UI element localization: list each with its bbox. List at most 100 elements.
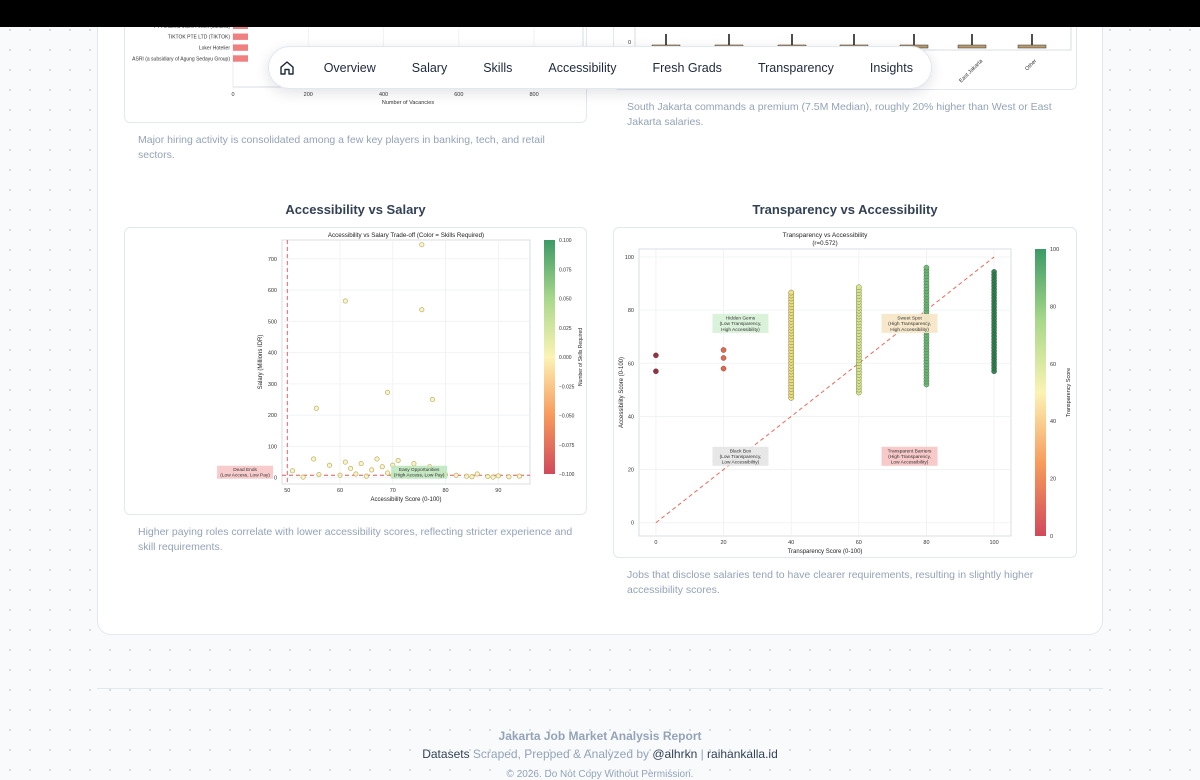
tl-x-tick-label: 400: [379, 92, 388, 98]
ta-y-tick-label: 20: [628, 468, 634, 474]
ta-x-tick-label: 100: [989, 540, 998, 546]
nav-overview[interactable]: Overview: [323, 60, 376, 75]
nav-transparency[interactable]: Transparency: [757, 60, 834, 75]
ta-x-tick-label: 0: [654, 540, 657, 546]
ta-y-tick-label: 40: [628, 414, 634, 420]
ta-annotation-text: (Low Transparency,: [720, 321, 762, 327]
ta-x-tick-label: 60: [856, 540, 862, 546]
as-data-point: [342, 459, 348, 465]
nav-insights[interactable]: Insights: [869, 60, 913, 75]
ta-colorbar-tick-label: 20: [1050, 477, 1056, 483]
tl-company-label: TIKTOK PTE LTD (TIKTOK): [168, 35, 231, 41]
as-data-point: [419, 307, 425, 313]
ta-annotation-box: [881, 446, 938, 466]
as-data-point: [506, 474, 512, 480]
footer-divider: [97, 688, 1103, 689]
tl-company-label: Loker Hotelier: [199, 46, 230, 52]
as-data-point: [379, 464, 385, 470]
floating-nav: Overview Salary Skills Accessibility Fre…: [268, 46, 932, 89]
tr-y-tick-label: 0: [628, 40, 631, 46]
as-data-point: [395, 458, 401, 464]
home-button[interactable]: [279, 56, 296, 80]
ta-diagonal-line: [655, 256, 995, 524]
as-data-point: [326, 462, 332, 468]
nav-skills[interactable]: Skills: [483, 60, 513, 75]
nav-salary[interactable]: Salary: [411, 60, 448, 75]
acc-salary-plot-box: Accessibility vs Salary Trade-off (Color…: [124, 227, 587, 515]
as-data-point: [348, 465, 354, 471]
tl-bar: [233, 55, 248, 62]
ta-x-tick-label: 40: [788, 540, 794, 546]
ta-y-axis-label: Accessibility Score (0-100): [619, 357, 625, 428]
as-data-point: [464, 473, 470, 479]
ta-y-tick-label: 100: [625, 255, 634, 261]
as-annotation-text: (Low Access, Low Pay): [220, 473, 270, 479]
as-annotation-box: [217, 465, 274, 479]
ta-y-tick-label: 0: [631, 521, 634, 527]
ta-annotation-text: Sweet Spot: [897, 315, 922, 321]
as-colorbar-tick-label: 0.075: [559, 267, 572, 273]
as-y-tick-label: 200: [268, 413, 277, 419]
as-x-tick-label: 80: [443, 488, 449, 494]
tl-company-label: ASRI (a subsidiary of Agung Sedayu Group…: [132, 57, 230, 63]
footer-author1-link[interactable]: @alhrkn: [652, 747, 698, 761]
as-colorbar-label: Number of Skills Required: [578, 328, 584, 386]
as-annotation-box: [391, 465, 448, 479]
as-axes-frame: [281, 239, 531, 485]
as-data-point: [474, 471, 480, 477]
nav-accessibility[interactable]: Accessibility: [548, 60, 617, 75]
tl-bar: [233, 44, 248, 51]
top-black-bar: [0, 0, 1200, 27]
as-colorbar-tick-label: 0.050: [559, 297, 572, 303]
as-data-point: [369, 467, 375, 473]
ta-annotation-box: [712, 446, 769, 466]
footer-author2-link[interactable]: raihankalla.id: [707, 747, 778, 761]
footer-datasets-link[interactable]: Datasets: [422, 747, 470, 761]
ta-data-point: [991, 269, 997, 275]
ta-annotation-text: High Accessibility): [721, 327, 760, 333]
trans-acc-section-title: Transparency vs Accessibility: [752, 202, 938, 217]
tl-x-tick-label: 0: [231, 92, 234, 98]
footer-credits: Datasets Scraped, Prepped & Analyzed by …: [0, 747, 1200, 761]
as-colorbar: [544, 240, 555, 474]
ta-x-tick-label: 80: [923, 540, 929, 546]
as-data-point: [313, 405, 319, 411]
as-x-tick-label: 90: [495, 488, 501, 494]
ta-data-point: [788, 289, 794, 296]
as-data-point: [495, 473, 501, 479]
ta-annotation-text: Hidden Gems: [726, 315, 756, 321]
as-colorbar-tick-label: 0.025: [559, 326, 572, 332]
as-data-point: [363, 473, 369, 479]
ta-annotation-text: (High Transparency,: [888, 321, 931, 327]
ta-colorbar-tick-label: 100: [1050, 247, 1059, 253]
ta-annotation-text: (Low Transparency,: [720, 454, 762, 460]
ta-chart-title: Transparency vs Accessibility: [783, 232, 868, 239]
ta-annotation-box: [881, 313, 938, 333]
ta-annotation-text: Low Accessibility): [722, 460, 760, 466]
as-chart-title: Accessibility vs Salary Trade-off (Color…: [328, 232, 484, 239]
ta-data-point: [720, 365, 727, 372]
as-y-axis-label: Salary (Millions IDR): [258, 335, 264, 390]
trans-acc-caption: Jobs that disclose salaries tend to have…: [627, 569, 1034, 596]
as-y-tick-label: 100: [268, 444, 277, 450]
nav-fresh-grads[interactable]: Fresh Grads: [652, 60, 722, 75]
ta-annotation-box: [712, 313, 769, 333]
ta-data-point: [923, 264, 930, 271]
footer-copyright: © 2026. Do Not Copy Without Permission.: [506, 769, 694, 780]
as-y-tick-label: 0: [274, 476, 277, 482]
tr-x-tick-label: Other: [1024, 58, 1038, 72]
trans-acc-scatter-chart: Transparency vs Accessibility(r=0.572) 0 2…: [619, 232, 1072, 555]
acc-salary-caption: Higher paying roles correlate with lower…: [138, 526, 573, 553]
trans-acc-plot-box: Transparency vs Accessibility (r=0.572) 0 2…: [613, 227, 1077, 558]
ta-annotation-text: (High Transparency,: [888, 454, 931, 460]
ta-annotation-text: High Accessibility): [890, 327, 929, 333]
tl-bar: [233, 33, 248, 40]
as-x-tick-label: 70: [390, 488, 396, 494]
as-data-point: [419, 242, 425, 248]
ta-annotation-text: Low Accessibility): [891, 460, 929, 466]
as-y-tick-label: 500: [268, 319, 277, 325]
as-data-point: [353, 471, 359, 477]
tr-box: [957, 44, 987, 49]
as-annotation-text: Easy Opportunities: [399, 467, 440, 473]
